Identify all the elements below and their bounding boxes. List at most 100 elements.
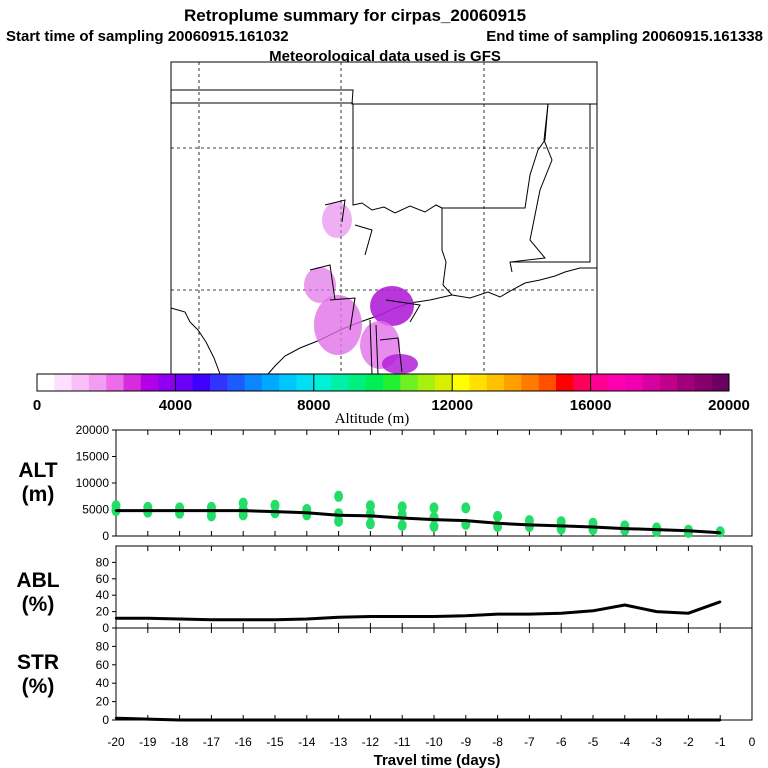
data-point: [687, 612, 690, 615]
data-point: [623, 603, 626, 607]
data-point: [623, 718, 626, 722]
scatter-point: [493, 510, 503, 522]
gulf-coastline: [451, 267, 597, 299]
x-tick-label: -7: [524, 735, 535, 749]
y-tick-label: 0: [102, 529, 109, 543]
texas-louisiana-border: [441, 208, 453, 296]
colorbar-tick-label: 8000: [297, 397, 330, 414]
panel-label: ALT: [18, 459, 57, 482]
panel-label: ABL: [16, 569, 59, 592]
rio-grande-border: [170, 307, 221, 375]
colorbar-cell: [452, 374, 470, 391]
panel-unit-label: (m): [22, 483, 55, 506]
colorbar-cell: [677, 374, 695, 391]
y-tick-label: 80: [96, 555, 110, 569]
x-tick-label: -13: [330, 735, 348, 749]
colorbar-tick-label: 4000: [159, 397, 192, 414]
data-point: [687, 529, 690, 532]
colorbar-cell: [244, 374, 263, 391]
red-river-border: [352, 104, 443, 214]
data-point: [655, 718, 658, 722]
y-tick-label: 0: [102, 713, 109, 727]
data-point: [305, 718, 308, 722]
colorbar-ticks: 0 4000 8000 12000 16000 20000: [33, 374, 750, 414]
state-border: [171, 89, 597, 105]
x-axis-label: Travel time (days): [374, 752, 501, 768]
colorbar-cell: [88, 374, 107, 391]
x-tick-label: -19: [139, 735, 157, 749]
y-tick-label: 40: [96, 676, 110, 690]
colorbar-cell: [175, 374, 194, 391]
data-point: [242, 618, 245, 621]
x-tick-label: -14: [298, 735, 316, 749]
colorbar-cell: [659, 374, 678, 391]
colorbar-cell: [469, 374, 488, 391]
scatter-point: [365, 500, 375, 512]
plume-contours: [309, 199, 421, 375]
data-point: [560, 612, 563, 615]
colorbar-cell: [140, 374, 159, 391]
y-tick-label: 5000: [82, 503, 109, 517]
x-tick-label: -5: [588, 735, 599, 749]
series-line: [116, 600, 721, 622]
scatter-point: [334, 490, 344, 502]
colorbar-cell: [434, 374, 453, 391]
y-tick-label: 60: [96, 658, 110, 672]
y-tick-label: 60: [96, 572, 110, 586]
scatter-point: [397, 501, 407, 513]
data-point: [273, 718, 277, 722]
plume-patch: [304, 267, 336, 303]
colorbar-cell: [313, 374, 332, 391]
colorbar-cell: [331, 374, 349, 391]
map-borders: [170, 89, 597, 375]
colorbar-cell: [279, 374, 297, 391]
data-point: [114, 617, 118, 620]
data-point: [528, 523, 531, 527]
data-point: [528, 718, 531, 722]
data-point: [464, 614, 467, 617]
data-point: [146, 717, 149, 721]
colorbar-tick-label: 20000: [708, 397, 750, 414]
data-point: [178, 509, 181, 512]
data-point: [401, 516, 404, 520]
y-tick-label: 10000: [76, 476, 110, 490]
colorbar-cell: [37, 374, 55, 391]
colorbar-cell: [625, 374, 643, 391]
met-data-label: Meteorological data used is GFS: [269, 48, 501, 65]
colorbar-cell: [383, 374, 401, 391]
x-tick-label: -11: [394, 735, 411, 749]
data-point: [464, 718, 467, 722]
colorbar-cell: [694, 374, 713, 391]
x-tick-label: -2: [683, 735, 694, 749]
data-point: [273, 510, 277, 513]
scatter-point: [302, 509, 312, 521]
x-tick-label: -4: [619, 735, 630, 749]
start-time-label: Start time of sampling 20060915.161032: [6, 28, 289, 45]
data-point: [560, 524, 563, 528]
panel-unit-label: (%): [22, 593, 55, 616]
series-line: [116, 509, 721, 535]
scatter-point: [429, 521, 439, 532]
data-point: [146, 509, 149, 512]
scatter-point: [461, 502, 471, 514]
x-tick-label: -17: [203, 735, 221, 749]
panel-abl: ABL(%) 80 60 40 20 0: [16, 545, 753, 635]
colorbar-cell: [486, 374, 505, 391]
y-tick-label: 80: [96, 639, 110, 653]
colorbar-cells: [37, 374, 730, 391]
data-point: [273, 618, 277, 621]
data-point: [687, 718, 690, 722]
data-point: [369, 615, 372, 618]
colorbar-cell: [365, 374, 384, 391]
chart-title: Retroplume summary for cirpas_20060915: [184, 6, 526, 25]
map: [170, 61, 598, 375]
x-tick-label: -6: [556, 735, 567, 749]
colorbar-cell: [504, 374, 522, 391]
colorbar-cell: [556, 374, 574, 391]
data-point: [337, 616, 340, 619]
scatter-point: [365, 518, 375, 530]
x-tick-label: -3: [651, 735, 662, 749]
colorbar-cell: [54, 374, 72, 391]
scatter-point: [397, 519, 407, 531]
